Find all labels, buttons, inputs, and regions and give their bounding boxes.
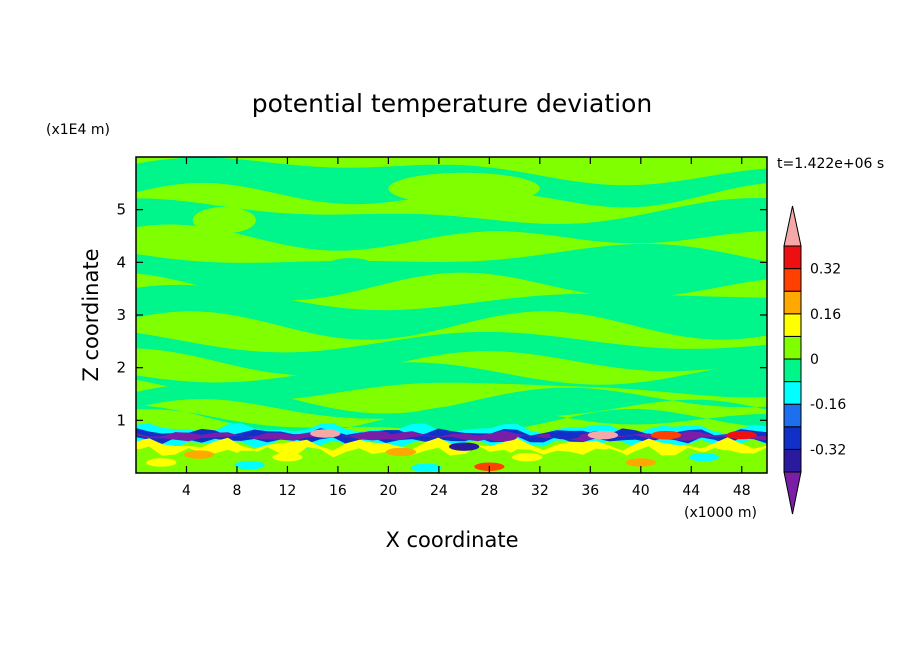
x-tick-label: 24 (430, 483, 448, 499)
field-patch (183, 450, 215, 459)
field-band (136, 198, 767, 251)
field-patch (146, 458, 177, 467)
field-patch (272, 452, 303, 462)
field-patch (448, 442, 480, 451)
field-patch (360, 430, 391, 440)
x-tick-label: 48 (733, 483, 751, 499)
colorbar-box (783, 426, 802, 450)
field-patch (192, 207, 256, 234)
x-tick-label: 12 (279, 483, 297, 499)
x-tick-label: 32 (531, 483, 549, 499)
field-patch (388, 172, 540, 205)
field-patch (385, 447, 417, 457)
field-patch (486, 432, 518, 442)
chart-title: potential temperature deviation (252, 89, 652, 118)
colorbar-tick-label: 0.32 (810, 262, 841, 278)
y-axis: 1 2 3 4 5 (116, 201, 767, 429)
y-tick-label: 2 (116, 359, 126, 377)
x-axis-label: X coordinate (385, 528, 518, 552)
y-axis-label: Z coordinate (79, 248, 103, 381)
field-band (136, 361, 767, 401)
x-tick-label: 16 (329, 483, 347, 499)
field-patch (411, 463, 442, 472)
field-patch (512, 452, 543, 462)
field-band (136, 284, 767, 340)
field-patch (234, 460, 265, 470)
field-band (136, 384, 767, 419)
colorbar-box (783, 313, 802, 337)
colorbar-box (783, 245, 802, 270)
x-axis: 4 8 12 16 20 24 28 32 36 40 44 48 (182, 157, 751, 499)
colorbar-box (783, 403, 802, 428)
x-tick-label: 4 (182, 483, 191, 499)
y-tick-label: 1 (116, 411, 126, 429)
y-tick-label: 3 (116, 306, 126, 324)
y-tick-label: 5 (116, 201, 126, 219)
colorbar-tick-label: 0 (810, 352, 819, 368)
field-patch (625, 458, 656, 467)
colorbar-tick-label: -0.16 (810, 397, 846, 413)
x-tick-label: 36 (581, 483, 599, 499)
field-patch (726, 430, 757, 440)
field-band (136, 331, 767, 376)
field-band (136, 405, 767, 433)
colorbar: 0.32 0.16 0 -0.16 -0.32 (783, 205, 846, 515)
field-band (136, 243, 767, 301)
field-patch (587, 430, 619, 440)
field-patch (549, 430, 581, 440)
field-patch (688, 452, 720, 462)
colorbar-max-extension (783, 205, 802, 247)
time-label: t=1.422e+06 s (777, 156, 884, 172)
colorbar-min-extension (783, 471, 802, 515)
x-tick-label: 44 (682, 483, 700, 499)
colorbar-tick-label: 0.16 (810, 307, 841, 323)
field-patch (650, 430, 682, 440)
x-tick-label: 40 (632, 483, 650, 499)
colorbar-box (783, 268, 802, 292)
x-unit-label: (x1000 m) (684, 505, 757, 521)
colorbar-box (783, 290, 802, 315)
colorbar-box (783, 335, 802, 360)
colorbar-box (783, 358, 802, 383)
colorbar-tick-label: -0.32 (810, 442, 846, 458)
x-tick-label: 8 (232, 483, 241, 499)
y-unit-label: (x1E4 m) (46, 122, 110, 138)
contour-field (136, 157, 767, 473)
field-patch (331, 258, 370, 267)
field-patch (310, 429, 341, 438)
colorbar-box (783, 448, 802, 473)
colorbar-box (783, 381, 802, 405)
x-tick-label: 20 (379, 483, 397, 499)
x-tick-label: 28 (480, 483, 498, 499)
y-tick-label: 4 (116, 253, 126, 271)
